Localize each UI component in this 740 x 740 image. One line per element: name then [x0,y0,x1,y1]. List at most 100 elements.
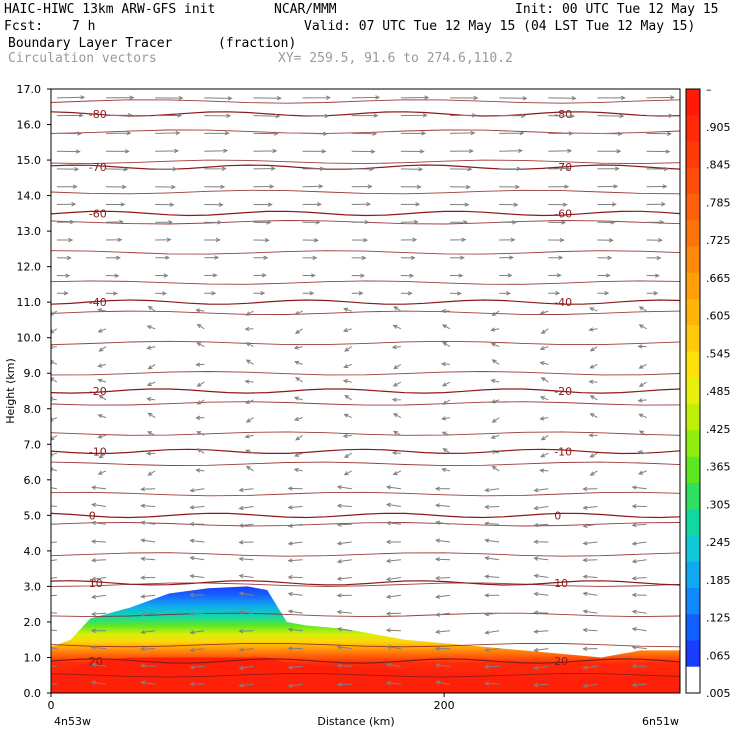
vector-arrow [393,306,402,312]
vector-arrow [90,539,107,544]
plot-area [51,89,680,693]
vector-arrow [253,131,279,136]
y-axis-title: Height (km) [4,358,17,424]
vector-arrow [302,238,319,243]
vector-arrow [51,665,57,667]
vector-arrow [90,645,107,650]
vector-arrow [638,381,647,387]
vector-arrow [442,399,451,405]
vector-arrow [490,342,500,348]
vector-arrow [385,628,401,633]
vector-arrow [392,470,402,475]
vector-arrow [189,505,205,510]
vector-arrow [385,576,401,582]
vector-arrow [51,541,57,544]
vector-arrow [189,664,205,670]
vector-arrow [434,538,451,543]
vector-arrow [499,148,524,153]
colorbar-swatch [686,115,700,143]
colorbar-label: .425 [706,423,731,436]
colorbar-swatch [686,430,700,458]
vector-arrow [51,647,57,650]
vector-arrow [499,130,525,136]
vector-arrow [434,575,451,581]
vector-arrow [196,431,205,436]
vector-arrow [588,379,598,384]
vector-arrow [343,413,352,419]
vector-arrow [589,470,598,476]
isotherm-line [51,448,680,455]
vector-arrow [539,310,549,315]
vector-arrow [539,416,549,421]
colorbar-swatch [686,141,700,169]
vector-arrow [434,557,451,562]
vector-arrow [97,328,107,333]
vector-arrow [238,505,254,511]
vector-arrow [51,559,57,562]
vector-arrow [589,363,598,369]
vector-arrow [155,148,180,154]
colorbar-swatch [686,167,700,195]
vector-arrow [238,556,254,562]
vector-arrow [490,327,500,332]
vector-arrow [245,359,254,365]
isotherm-label: 0 [554,509,561,522]
colorbar-swatch [686,351,700,379]
vector-arrow [442,448,451,454]
vector-arrow [449,130,476,136]
vector-arrow [336,503,352,509]
vector-arrow [105,237,123,243]
vector-arrow [548,255,564,260]
vector-arrow [588,327,598,332]
vector-arrow [344,394,352,401]
vector-arrow [56,95,86,100]
vector-arrow [589,395,598,401]
isotherm-contour [51,673,680,678]
isotherm-contour [51,99,680,104]
y-tick-label: 3.0 [24,580,42,593]
colorbar-label: .545 [706,347,731,360]
vector-arrow [385,539,401,545]
vector-arrow [499,184,521,190]
colorbar-swatch [686,535,700,563]
vector-arrow [56,184,78,189]
vector-arrow [204,184,226,190]
isotherm-contour [51,189,680,195]
vector-arrow [51,683,57,685]
vector-arrow [90,611,107,617]
vector-arrow [499,237,516,243]
vector-arrow [385,611,401,616]
vector-arrow [392,413,402,419]
vector-arrow [540,452,549,458]
valid-time: Valid: 07 UTC Tue 12 May 15 (04 LST Tue … [304,19,696,34]
vector-arrow [140,646,156,652]
vector-arrow [302,255,318,261]
vector-arrow [287,541,303,546]
y-tick-label: 12.0 [17,261,42,274]
y-tick-label: 1.0 [24,651,42,664]
vector-arrow [597,238,614,243]
vector-arrow [140,575,156,580]
vector-arrow [631,627,647,632]
vector-arrow [499,220,518,225]
vector-arrow [287,646,303,651]
vector-arrow [533,610,549,615]
vector-arrow [646,149,671,154]
vector-arrow [646,237,663,243]
isotherm-label: -70 [89,161,107,174]
x-tick-label: 0 [48,699,55,712]
vector-arrow [293,416,303,421]
fcst-value: 7 h [72,19,96,34]
vector-arrow [90,485,107,490]
vector-arrow [484,681,500,686]
vector-arrow [195,362,205,367]
vector-arrow [490,434,500,439]
vector-arrow [204,96,233,101]
vector-arrow [533,647,549,653]
vector-arrow [238,487,254,493]
vector-arrow [646,184,668,189]
vector-arrow [631,592,647,598]
colorbar-label: .485 [706,385,731,398]
vector-arrow [155,273,169,278]
